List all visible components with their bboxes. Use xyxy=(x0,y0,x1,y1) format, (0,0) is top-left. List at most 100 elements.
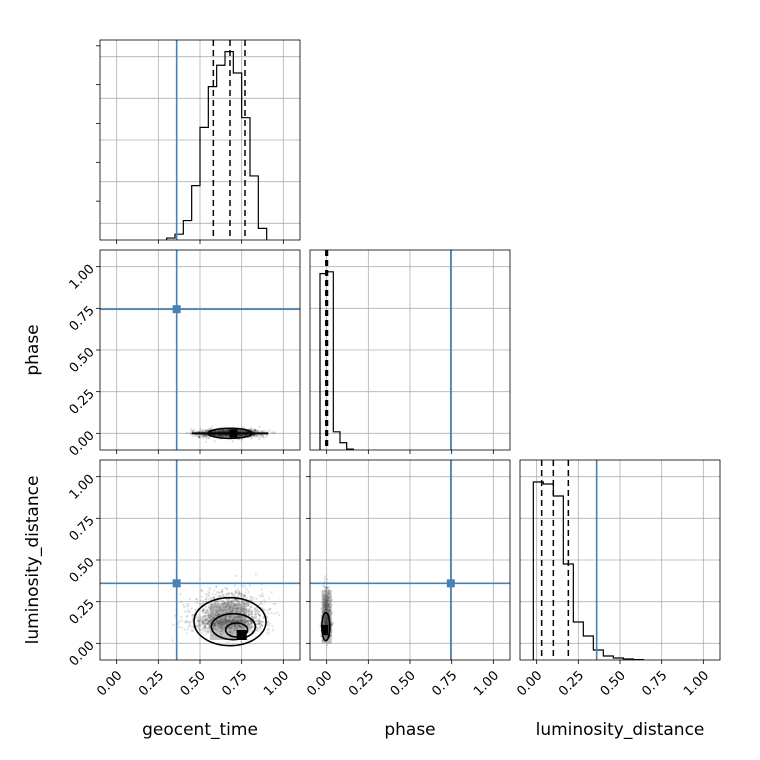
sample-point xyxy=(201,619,204,622)
sample-point xyxy=(249,428,252,431)
sample-point xyxy=(323,577,326,580)
sample-point xyxy=(238,590,241,593)
sample-point xyxy=(207,616,211,620)
sample-point xyxy=(202,434,205,438)
sample-point xyxy=(206,609,209,612)
sample-point xyxy=(225,587,228,590)
sample-point xyxy=(249,626,252,629)
sample-point xyxy=(191,629,195,633)
density-block xyxy=(321,590,332,644)
sample-point xyxy=(250,613,253,616)
sample-point xyxy=(198,619,202,622)
panel-luminosity_distance-phase: 0.00 0.25 0.50 0.75 1.00 xyxy=(304,459,511,699)
sample-point xyxy=(188,598,191,601)
sample-point xyxy=(255,615,258,618)
sample-point xyxy=(265,616,269,619)
sample-point xyxy=(219,594,222,597)
sample-point xyxy=(256,627,259,630)
sample-point xyxy=(196,626,199,629)
sample-point xyxy=(202,608,205,611)
sample-point xyxy=(210,425,214,428)
sample-point xyxy=(203,434,206,437)
sample-point xyxy=(204,620,207,623)
sample-point xyxy=(260,434,263,437)
sample-point xyxy=(204,429,207,433)
sample-point xyxy=(249,595,252,598)
sample-point xyxy=(205,434,209,437)
sample-point xyxy=(201,429,204,432)
sample-point xyxy=(256,430,259,433)
sample-point xyxy=(203,626,206,630)
sample-point xyxy=(247,621,250,624)
sample-point xyxy=(249,606,252,609)
sample-point xyxy=(253,433,256,437)
sample-point xyxy=(272,432,275,435)
sample-point xyxy=(256,611,259,614)
sample-point xyxy=(206,617,209,620)
sample-point xyxy=(258,425,261,429)
sample-point xyxy=(260,434,264,437)
sample-point xyxy=(250,621,253,625)
sample-point xyxy=(266,628,269,632)
sample-point xyxy=(246,619,249,622)
sample-point xyxy=(206,623,210,626)
sample-point xyxy=(253,430,256,433)
sample-point xyxy=(204,618,208,622)
sample-point xyxy=(200,430,203,433)
sample-point xyxy=(211,593,214,596)
sample-point xyxy=(203,611,207,614)
sample-point xyxy=(202,620,205,623)
sample-point xyxy=(245,601,248,604)
sample-point xyxy=(202,617,205,620)
sample-point xyxy=(250,625,253,629)
sample-point xyxy=(234,590,237,593)
sample-point xyxy=(250,613,253,616)
sample-point xyxy=(235,574,238,578)
sample-point xyxy=(247,623,250,626)
sample-point xyxy=(204,624,207,627)
sample-point xyxy=(252,596,255,599)
sample-point xyxy=(204,598,207,601)
sample-point xyxy=(204,617,208,620)
sample-point xyxy=(188,620,191,623)
sample-point xyxy=(203,618,206,622)
sample-point xyxy=(248,619,252,622)
sample-point xyxy=(234,598,237,602)
sample-point xyxy=(236,588,239,591)
sample-point xyxy=(249,626,252,630)
x-axis-label-geocent_time: geocent_time xyxy=(142,720,258,740)
sample-point xyxy=(202,435,205,439)
sample-point xyxy=(258,622,261,625)
sample-point xyxy=(200,434,203,437)
sample-point xyxy=(248,628,251,631)
sample-point xyxy=(251,616,254,619)
sample-point xyxy=(268,597,271,600)
sample-point xyxy=(258,434,262,437)
sample-point xyxy=(248,584,252,587)
sample-point xyxy=(258,613,261,616)
sample-point xyxy=(250,428,253,431)
sample-point xyxy=(248,607,251,610)
sample-point xyxy=(204,614,207,617)
contour-middle xyxy=(210,612,257,641)
sample-point xyxy=(191,614,194,617)
sample-point xyxy=(190,625,193,628)
sample-point xyxy=(256,629,260,632)
sample-point xyxy=(247,631,251,634)
sample-point xyxy=(199,624,202,627)
sample-point xyxy=(202,610,205,613)
sample-point xyxy=(221,588,224,591)
sample-point xyxy=(209,586,212,589)
sample-point xyxy=(248,626,251,629)
sample-point xyxy=(240,600,243,603)
sample-point xyxy=(204,429,207,433)
sample-point xyxy=(250,626,253,629)
sample-point xyxy=(198,616,201,619)
sample-point xyxy=(257,619,260,623)
panel-phase-phase xyxy=(309,249,511,454)
sample-point xyxy=(251,609,254,612)
sample-point xyxy=(185,619,188,622)
sample-point xyxy=(226,599,229,602)
sample-point xyxy=(261,435,264,438)
sample-point xyxy=(252,433,255,437)
